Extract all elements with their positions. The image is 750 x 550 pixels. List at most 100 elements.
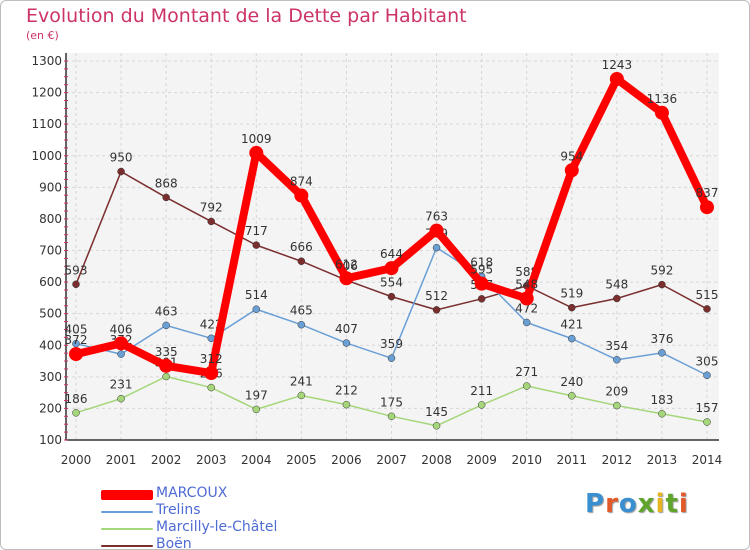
data-point xyxy=(252,405,261,414)
data-point xyxy=(658,280,666,289)
x-tick-label: 2007 xyxy=(376,453,407,467)
y-tick-label: 500 xyxy=(39,307,62,321)
legend-label: Boën xyxy=(156,536,192,550)
x-tick-label: 2008 xyxy=(421,453,452,467)
data-point xyxy=(339,271,354,286)
x-tick-label: 2014 xyxy=(692,453,723,467)
data-point xyxy=(204,366,219,381)
y-tick-label: 900 xyxy=(39,180,62,194)
x-tick-label: 2010 xyxy=(511,453,542,467)
x-tick-label: 2006 xyxy=(331,453,362,467)
data-label: 512 xyxy=(425,289,448,303)
data-point xyxy=(519,291,534,306)
data-label: 406 xyxy=(110,322,133,336)
y-tick-label: 400 xyxy=(39,338,62,352)
data-point xyxy=(477,295,486,303)
data-label: 717 xyxy=(245,224,268,238)
plot-background xyxy=(66,53,719,440)
y-tick-label: 800 xyxy=(39,212,62,226)
data-label: 186 xyxy=(65,392,88,406)
y-tick-label: 1100 xyxy=(31,117,62,131)
data-label: 954 xyxy=(560,149,583,163)
data-label: 548 xyxy=(605,278,628,292)
data-point xyxy=(654,105,669,120)
data-label: 472 xyxy=(515,302,538,316)
data-point xyxy=(387,354,396,362)
legend-swatch xyxy=(101,511,153,513)
chart-title: Evolution du Montant de la Dette par Hab… xyxy=(26,5,467,27)
x-tick-label: 2002 xyxy=(151,453,182,467)
data-label: 376 xyxy=(650,332,673,346)
logo-letter: r xyxy=(605,489,619,519)
data-label: 231 xyxy=(110,378,133,392)
data-point xyxy=(477,401,486,409)
x-tick-label: 2003 xyxy=(196,453,227,467)
data-point xyxy=(384,261,399,276)
data-label: 354 xyxy=(605,339,628,353)
data-label: 157 xyxy=(696,401,719,415)
x-tick-label: 2012 xyxy=(602,453,633,467)
data-point xyxy=(613,356,621,364)
data-label: 183 xyxy=(650,393,673,407)
data-label: 212 xyxy=(335,384,358,398)
y-tick-label: 1000 xyxy=(31,149,62,163)
y-tick-label: 1200 xyxy=(31,86,62,100)
x-tick-label: 2009 xyxy=(466,453,497,467)
data-label: 145 xyxy=(425,405,448,419)
data-label: 548 xyxy=(515,278,538,292)
data-label: 463 xyxy=(155,304,178,318)
data-point xyxy=(342,400,351,409)
data-point xyxy=(387,292,396,301)
y-tick-label: 1300 xyxy=(31,54,62,68)
data-point xyxy=(117,350,125,358)
legend-swatch xyxy=(101,528,153,530)
data-point xyxy=(72,409,80,417)
legend-label: Trelins xyxy=(156,502,201,518)
data-label: 372 xyxy=(65,333,88,347)
y-tick-label: 100 xyxy=(39,433,62,447)
data-point xyxy=(114,336,129,351)
logo-letter: x xyxy=(637,489,656,519)
logo-letter: i xyxy=(678,489,689,519)
data-label: 1243 xyxy=(602,58,633,72)
legend-swatch xyxy=(101,490,153,500)
data-label: 335 xyxy=(155,345,178,359)
data-label: 593 xyxy=(65,263,88,277)
x-tick-label: 2005 xyxy=(286,453,317,467)
data-point xyxy=(522,382,531,390)
data-label: 240 xyxy=(560,375,583,389)
y-tick-label: 300 xyxy=(39,370,62,384)
data-point xyxy=(522,318,531,327)
x-tick-label: 2013 xyxy=(647,453,678,467)
data-point xyxy=(207,383,215,392)
logo-letter: t xyxy=(665,489,679,519)
data-point xyxy=(387,412,396,421)
data-label: 519 xyxy=(560,287,583,301)
data-label: 763 xyxy=(425,210,448,224)
data-point xyxy=(162,193,170,202)
data-label: 175 xyxy=(380,395,403,409)
data-label: 514 xyxy=(245,288,268,302)
data-label: 407 xyxy=(335,322,358,336)
data-label: 312 xyxy=(200,352,223,366)
data-point xyxy=(252,305,261,313)
data-label: 405 xyxy=(65,323,88,337)
data-point xyxy=(700,200,714,215)
data-label: 792 xyxy=(200,200,223,214)
data-label: 271 xyxy=(515,365,538,379)
data-point xyxy=(249,145,264,160)
data-point xyxy=(162,372,170,381)
data-point xyxy=(342,339,351,347)
data-label: 421 xyxy=(560,318,583,332)
unit-label: (en €) xyxy=(26,29,59,42)
data-label: 618 xyxy=(470,255,493,269)
data-point xyxy=(564,163,579,178)
data-point xyxy=(432,422,441,430)
data-point xyxy=(613,294,621,303)
data-label: 1136 xyxy=(647,92,678,106)
proxiti-logo: Proxiti xyxy=(585,489,689,519)
data-label: 305 xyxy=(696,354,719,368)
x-tick-label: 2000 xyxy=(61,453,92,467)
data-point xyxy=(69,347,83,362)
